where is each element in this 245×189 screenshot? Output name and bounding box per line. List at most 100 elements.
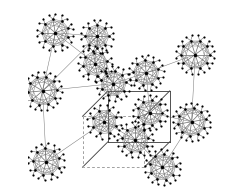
Point — [105, 60, 109, 63]
Point — [136, 156, 140, 159]
Point — [202, 126, 206, 129]
Point — [34, 145, 37, 148]
Point — [86, 117, 89, 120]
Point — [99, 70, 103, 73]
Point — [31, 159, 35, 162]
Point — [130, 156, 134, 159]
Point — [79, 38, 83, 41]
Point — [43, 40, 47, 43]
Point — [143, 89, 147, 92]
Point — [97, 109, 101, 112]
Point — [111, 38, 115, 41]
Point — [62, 165, 66, 168]
Point — [127, 67, 131, 70]
Point — [39, 143, 43, 146]
Point — [114, 125, 118, 128]
Point — [190, 139, 194, 142]
Point — [88, 112, 92, 115]
Point — [94, 135, 98, 138]
Point — [125, 128, 129, 131]
Point — [136, 107, 140, 110]
Point — [163, 120, 167, 123]
Point — [165, 114, 169, 117]
Point — [160, 111, 164, 114]
Point — [87, 43, 91, 46]
Point — [174, 50, 178, 53]
Point — [198, 67, 202, 70]
Point — [87, 26, 91, 29]
Point — [144, 158, 148, 161]
Point — [86, 49, 90, 52]
Point — [149, 88, 153, 91]
Point — [142, 128, 146, 131]
Point — [86, 78, 90, 81]
Point — [48, 72, 52, 75]
Point — [86, 21, 90, 24]
Point — [91, 125, 95, 129]
Point — [115, 94, 119, 97]
Point — [147, 127, 151, 130]
Point — [104, 21, 108, 24]
Point — [165, 149, 169, 152]
Point — [207, 39, 211, 42]
Point — [104, 72, 108, 75]
Point — [107, 109, 110, 112]
Point — [52, 149, 56, 152]
Point — [60, 43, 64, 46]
Point — [170, 156, 174, 160]
Point — [200, 105, 204, 108]
Point — [147, 150, 151, 153]
Point — [207, 67, 211, 70]
Point — [21, 88, 25, 91]
Point — [47, 14, 51, 17]
Point — [99, 79, 103, 82]
Point — [190, 120, 194, 123]
Point — [57, 79, 61, 82]
Point — [28, 82, 32, 85]
Point — [93, 79, 97, 82]
Point — [91, 50, 95, 53]
Point — [159, 125, 163, 128]
Point — [100, 88, 104, 91]
Point — [129, 151, 133, 154]
Point — [60, 91, 64, 94]
Point — [93, 62, 97, 65]
Point — [143, 164, 147, 167]
Point — [182, 62, 185, 65]
Point — [98, 19, 102, 22]
Point — [182, 44, 185, 47]
Point — [51, 106, 55, 109]
Point — [131, 114, 135, 117]
Point — [119, 98, 123, 101]
Point — [120, 127, 123, 130]
Point — [121, 68, 125, 71]
Point — [66, 26, 70, 29]
Point — [42, 70, 46, 73]
Point — [36, 71, 40, 74]
Point — [174, 109, 178, 112]
Point — [46, 142, 50, 145]
Point — [53, 31, 57, 34]
Point — [177, 114, 181, 117]
Point — [76, 62, 80, 65]
Point — [178, 105, 182, 108]
Point — [86, 125, 90, 128]
Point — [163, 102, 167, 105]
Point — [148, 153, 152, 156]
Point — [103, 26, 107, 29]
Point — [184, 138, 188, 141]
Point — [201, 135, 205, 138]
Point — [195, 102, 199, 105]
Point — [81, 74, 85, 77]
Point — [23, 82, 27, 85]
Point — [189, 39, 193, 42]
Point — [57, 147, 61, 150]
Point — [192, 106, 196, 109]
Point — [173, 178, 177, 181]
Point — [204, 118, 208, 121]
Point — [41, 173, 45, 176]
Point — [132, 70, 135, 73]
Point — [81, 64, 85, 67]
Point — [130, 121, 134, 124]
Point — [86, 72, 90, 75]
